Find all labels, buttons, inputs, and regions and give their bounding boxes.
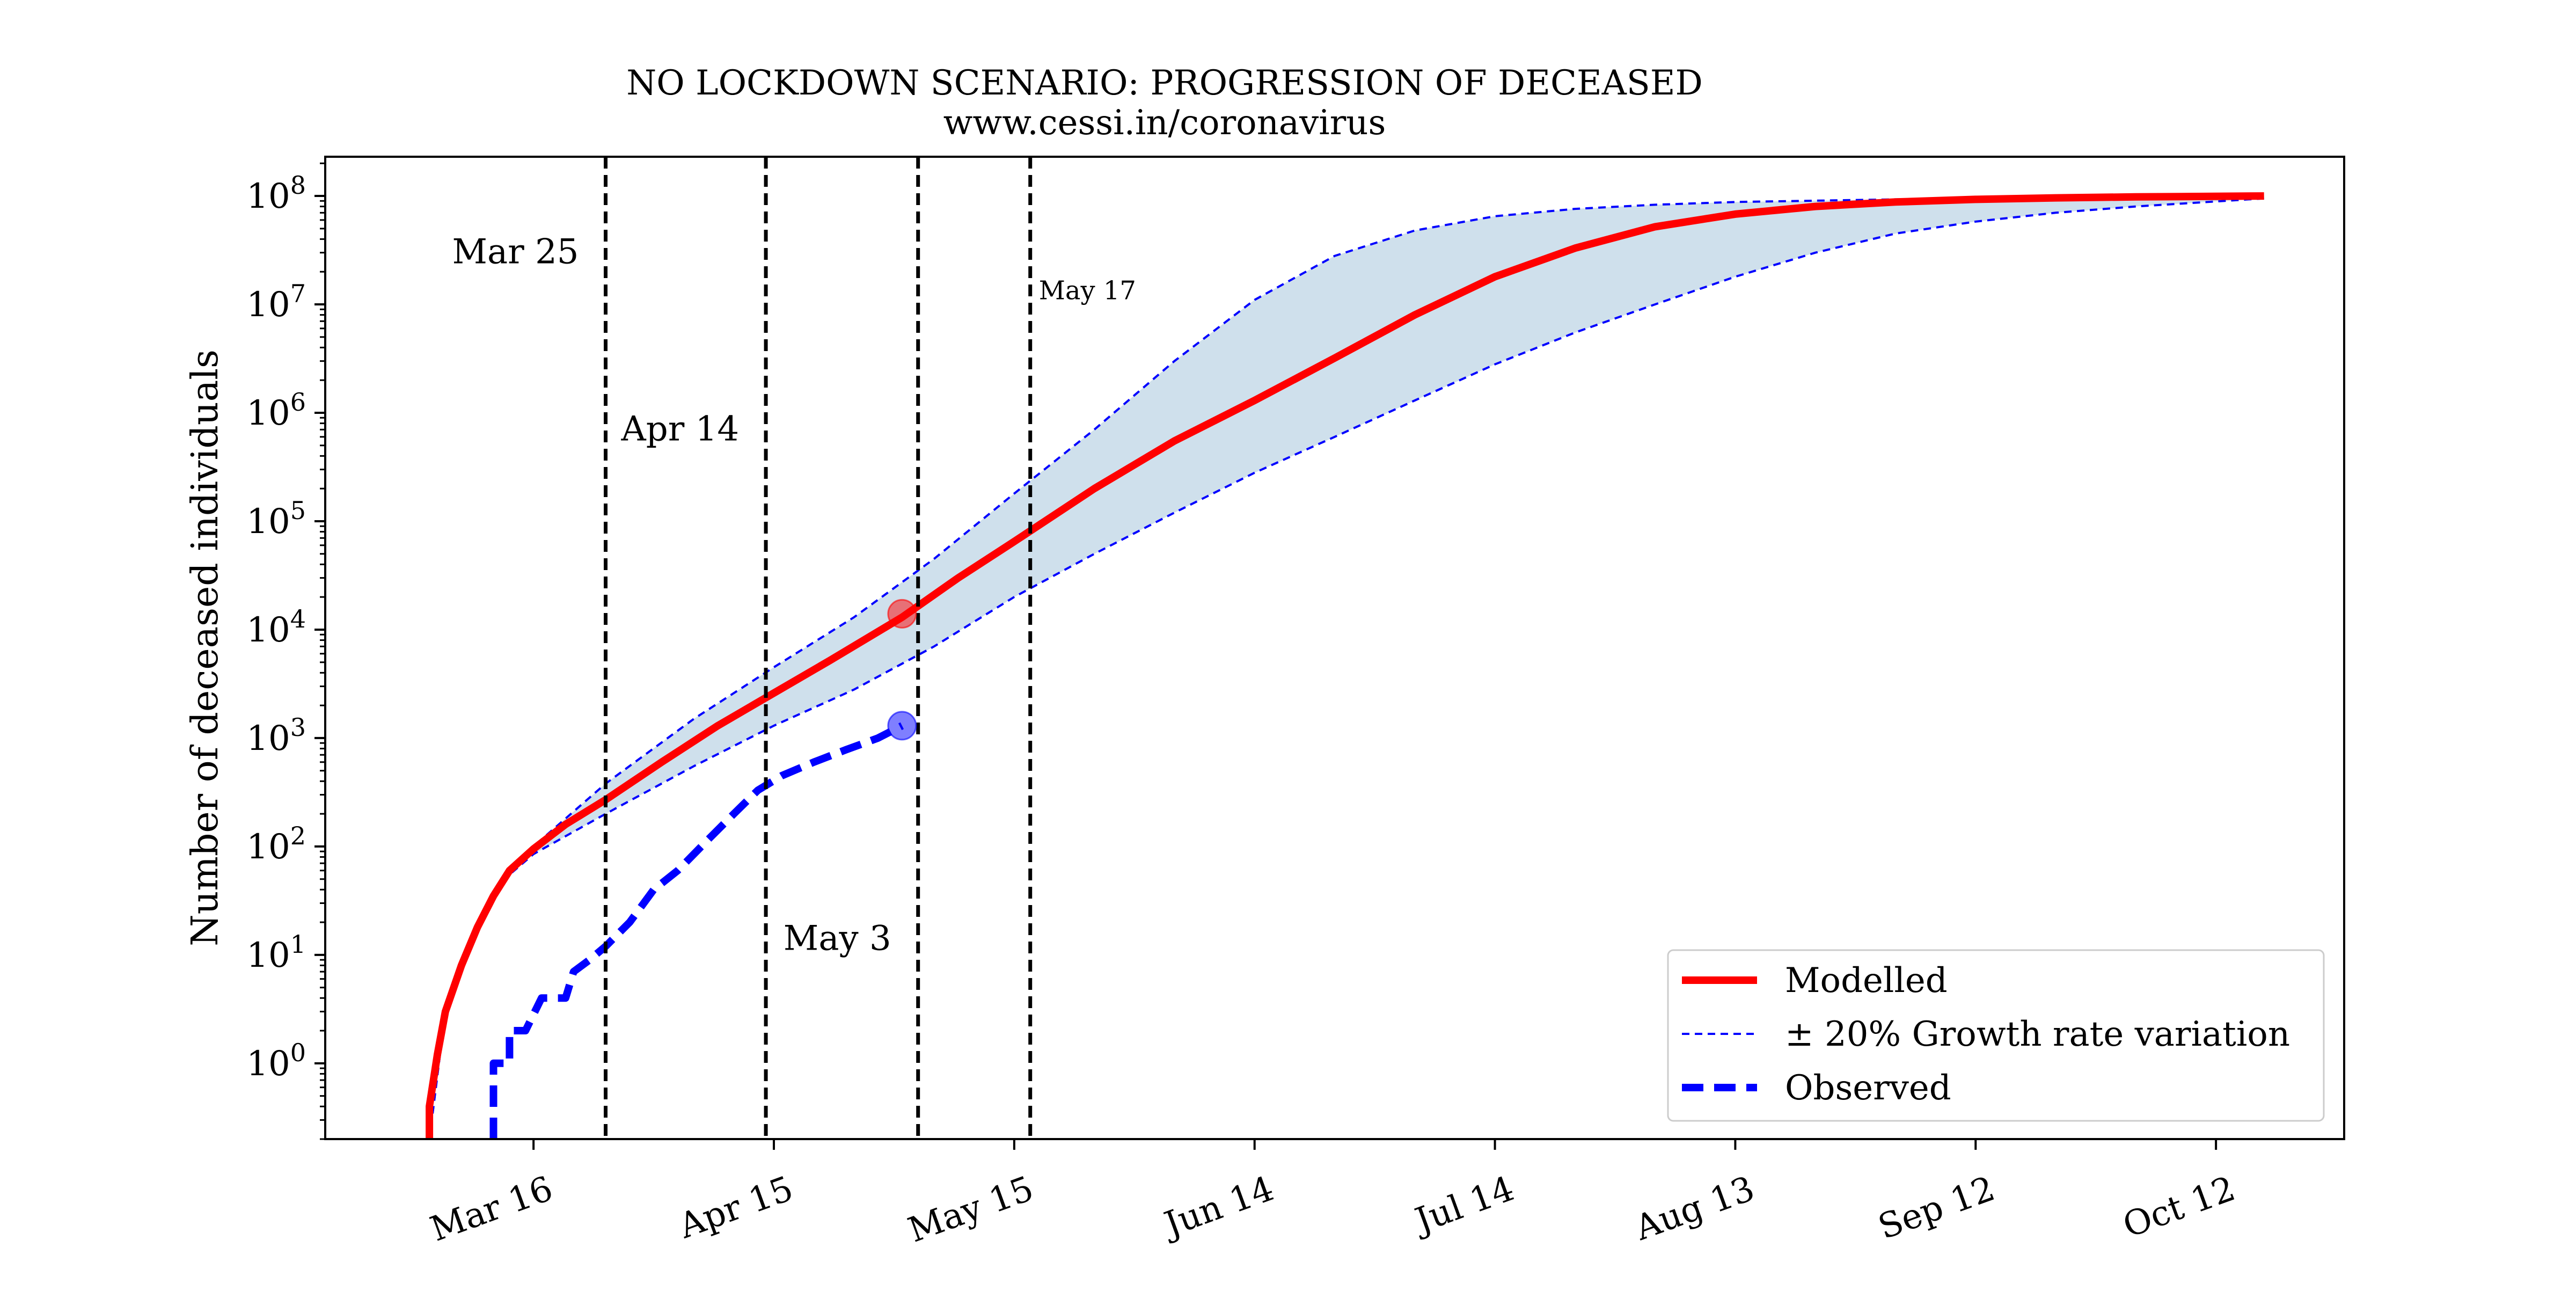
y-axis-label: Number of deceased individuals <box>184 349 226 946</box>
x-tick-label-2: May 15 <box>903 1169 1038 1250</box>
x-tick-label-7: Oct 12 <box>2118 1169 2241 1245</box>
end-marker-0 <box>887 599 917 629</box>
growth-variation-band <box>429 196 2264 1139</box>
end-marker-1 <box>887 711 917 741</box>
x-tick-label-5: Aug 13 <box>1629 1169 1760 1249</box>
legend-label-1: ± 20% Growth rate variation <box>1785 1015 2290 1054</box>
legend-box <box>1667 949 2325 1122</box>
legend-label-2: Observed <box>1785 1068 1951 1108</box>
chart-title: NO LOCKDOWN SCENARIO: PROGRESSION OF DEC… <box>626 63 1703 103</box>
y-tick-label-1: 101 <box>246 930 306 975</box>
lower-variation-line <box>428 197 2264 1139</box>
upper-variation-line <box>428 195 2264 1139</box>
x-tick-label-1: Apr 15 <box>674 1169 799 1246</box>
y-tick-label-0: 100 <box>246 1038 306 1084</box>
legend: Modelled ± 20% Growth rate variation Obser… <box>1667 949 2325 1122</box>
chart-subtitle: www.cessi.in/coronavirus <box>943 103 1386 143</box>
vertical-line-label-3: May 17 <box>1039 276 1136 306</box>
plot-frame <box>324 156 2345 1140</box>
y-tick-label-8: 108 <box>246 171 306 216</box>
series-line-observed <box>489 722 904 1139</box>
y-tick-label-3: 103 <box>246 713 306 758</box>
plot-series-group <box>426 192 2264 1139</box>
vertical-line-label-2: May 3 <box>784 918 891 958</box>
series-line-modelled <box>426 192 2264 1139</box>
y-tick-label-5: 105 <box>246 496 306 542</box>
vertical-line-label-0: Mar 25 <box>452 232 579 272</box>
x-tick-label-0: Mar 16 <box>425 1169 558 1249</box>
legend-label-0: Modelled <box>1785 961 1948 1001</box>
y-tick-label-4: 104 <box>246 604 306 650</box>
y-tick-label-2: 102 <box>246 821 306 867</box>
x-tick-label-6: Sep 12 <box>1874 1169 2000 1247</box>
vertical-line-label-1: Apr 14 <box>621 409 740 449</box>
y-tick-label-7: 107 <box>246 279 306 325</box>
x-tick-label-3: Jun 14 <box>1157 1169 1279 1245</box>
x-tick-label-4: Jul 14 <box>1407 1169 1519 1242</box>
y-tick-label-6: 106 <box>246 388 306 433</box>
